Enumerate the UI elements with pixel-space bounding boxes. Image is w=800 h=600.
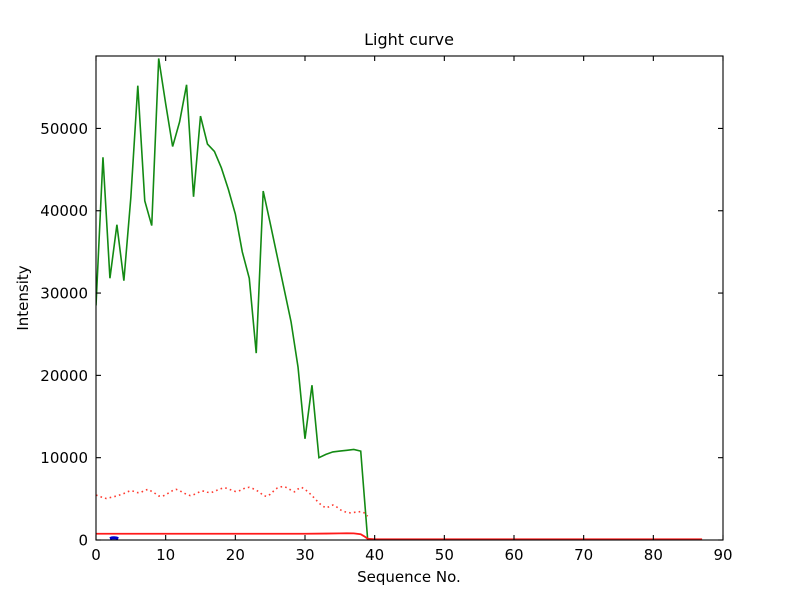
x-tick-label: 0 — [91, 546, 101, 564]
series-layer — [96, 58, 703, 540]
x-tick-label: 50 — [435, 546, 454, 564]
y-axis-title: Intensity — [14, 265, 32, 330]
y-tick-label: 0 — [78, 532, 88, 550]
y-tick-label: 10000 — [40, 449, 88, 467]
ticks-layer: 0 10 20 30 40 50 60 70 80 90 0 10000 20000 30000 40000… — [40, 56, 733, 564]
x-tick-label: 60 — [504, 546, 523, 564]
x-axis-title: Sequence No. — [357, 568, 461, 586]
series-blue-segment — [109, 536, 119, 540]
x-tick-label: 20 — [226, 546, 245, 564]
chart-title: Light curve — [364, 30, 454, 49]
x-tick-label: 10 — [156, 546, 175, 564]
x-tick-label: 70 — [574, 546, 593, 564]
plot-background — [96, 56, 723, 540]
series-green-curve — [96, 58, 375, 540]
x-tick-label: 30 — [295, 546, 314, 564]
y-tick-label: 50000 — [40, 120, 88, 138]
x-tick-label: 40 — [365, 546, 384, 564]
y-tick-label: 40000 — [40, 202, 88, 220]
x-tick-label: 80 — [644, 546, 663, 564]
series-red-baseline — [96, 532, 703, 540]
y-tick-label: 20000 — [40, 367, 88, 385]
x-tick-label: 90 — [713, 546, 732, 564]
y-tick-label: 30000 — [40, 285, 88, 303]
axes-frame — [95, 55, 724, 541]
